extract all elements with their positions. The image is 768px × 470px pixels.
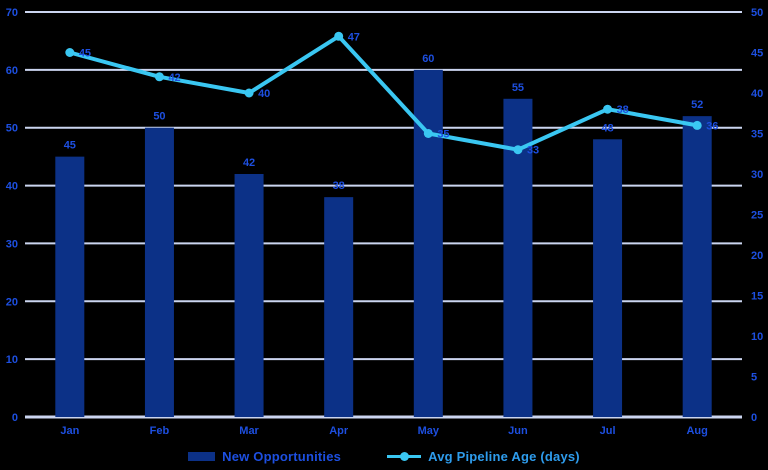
left-axis-tick-label: 20: [6, 296, 18, 308]
left-axis-tick-label: 60: [6, 65, 18, 77]
line-point-Jun: [513, 145, 523, 155]
x-axis-label-Feb: Feb: [150, 425, 170, 437]
chart-svg: 0 10 20 30 40 50 60 70 0 5 10 15 20 25 30 35 40 45 50 45 50 4…: [6, 7, 764, 437]
left-axis-tick-label: 70: [6, 7, 18, 19]
x-axis-label-Mar: Mar: [239, 425, 259, 437]
bar-Jan: [55, 156, 85, 417]
line-point-label: 33: [527, 145, 539, 157]
line-point-label: 40: [258, 88, 270, 100]
left-axis-tick-label: 10: [6, 354, 18, 366]
legend-label-new-opportunities: New Opportunities: [222, 449, 342, 464]
x-axis-label-Jul: Jul: [600, 425, 616, 437]
x-axis-label-Apr: Apr: [329, 425, 349, 437]
bar-Mar: [234, 174, 264, 417]
line-point-Apr: [334, 31, 344, 41]
bar-Jul: [593, 139, 623, 418]
line-point-Jan: [65, 48, 75, 57]
bar-series-swatch-icon: [188, 452, 216, 461]
bar-value-label: 48: [601, 122, 613, 134]
line-series-dot-icon: [399, 452, 409, 461]
x-axis-label-Jun: Jun: [508, 425, 528, 437]
right-axis-tick-label: 45: [751, 48, 763, 60]
line-point-label: 42: [168, 72, 180, 84]
bar-value-label: 38: [333, 180, 345, 192]
right-axis-tick-label: 5: [751, 372, 757, 384]
line-series: [67, 34, 700, 152]
chart-legend: New Opportunities Avg Pipeline Age (days…: [0, 449, 768, 464]
bar-value-label: 45: [64, 140, 76, 152]
bar-May: [413, 69, 443, 417]
left-axis-tick-label: 40: [6, 181, 18, 193]
x-axis-label-May: May: [418, 425, 440, 437]
right-axis-tick-label: 50: [751, 7, 763, 19]
right-axis-tick-label: 20: [751, 250, 763, 262]
bar-Feb: [144, 127, 174, 417]
bar-value-label: 52: [691, 99, 703, 111]
legend-item-avg-pipeline-age[interactable]: Avg Pipeline Age (days): [387, 449, 580, 464]
bar-value-label: 55: [512, 82, 524, 94]
line-point-label: 47: [348, 31, 360, 43]
legend-label-avg-pipeline-age: Avg Pipeline Age (days): [428, 449, 580, 464]
right-axis-tick-label: 35: [751, 129, 763, 141]
right-axis-tick-label: 40: [751, 88, 763, 100]
line-point-May: [423, 129, 433, 138]
left-axis-tick-label: 30: [6, 238, 18, 250]
bar-value-label: 50: [153, 111, 165, 123]
line-point-label: 45: [79, 48, 91, 60]
bar-value-label: 60: [422, 53, 434, 65]
left-axis-tick-label: 50: [6, 123, 18, 135]
line-point-label: 36: [706, 120, 718, 132]
right-axis-tick-label: 15: [751, 291, 763, 303]
x-axis-label-Jan: Jan: [60, 425, 79, 437]
right-axis-tick-label: 30: [751, 169, 763, 181]
right-axis-tick-label: 0: [751, 412, 757, 424]
bar-value-label: 42: [243, 157, 255, 169]
line-series-swatch-icon: [387, 452, 422, 461]
line-point-label: 35: [437, 129, 449, 141]
legend-item-new-opportunities[interactable]: New Opportunities: [188, 449, 341, 464]
line-point-label: 38: [617, 104, 629, 116]
line-point-Aug: [692, 120, 702, 130]
line-point-Mar: [244, 88, 254, 98]
right-axis-tick-label: 25: [751, 210, 763, 222]
x-axis-label-Aug: Aug: [686, 425, 707, 437]
bar-Apr: [324, 197, 354, 417]
right-axis-tick-label: 10: [751, 331, 763, 343]
bar-Aug: [682, 116, 712, 418]
line-point-Feb: [154, 72, 164, 82]
left-axis-tick-label: 0: [12, 412, 18, 424]
line-point-Jul: [603, 104, 613, 114]
